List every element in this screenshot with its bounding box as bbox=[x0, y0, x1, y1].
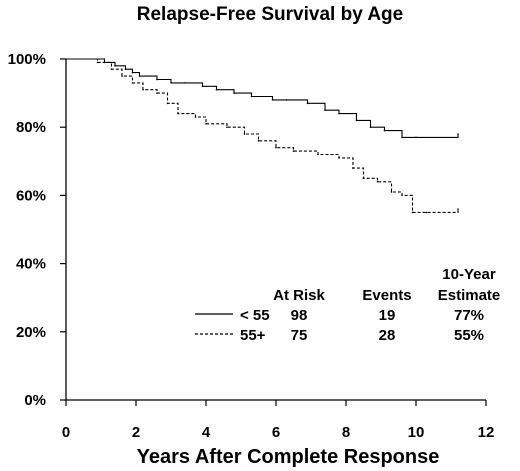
data-point bbox=[411, 211, 414, 214]
data-point bbox=[285, 99, 288, 101]
data-point bbox=[156, 78, 158, 81]
data-point bbox=[415, 136, 417, 139]
x-tick-label: 10 bbox=[408, 424, 425, 441]
data-point bbox=[355, 119, 358, 122]
risk-table: At Risk Events 10-Year Estimate < 55 98 … bbox=[195, 266, 500, 344]
table-row-label: < 55 bbox=[240, 307, 270, 324]
data-point bbox=[233, 92, 235, 94]
data-point bbox=[138, 75, 141, 77]
table-row-label: 55+ bbox=[240, 327, 266, 344]
data-point bbox=[317, 153, 319, 156]
data-point bbox=[124, 68, 127, 71]
data-point bbox=[338, 112, 340, 115]
table-header-10-year: 10-Year bbox=[442, 266, 496, 283]
x-tick-label: 0 bbox=[62, 424, 70, 441]
x-tick-label: 4 bbox=[202, 424, 211, 441]
x-tick-label: 8 bbox=[342, 424, 350, 441]
y-tick-label: 100% bbox=[8, 51, 46, 68]
data-point bbox=[226, 126, 228, 128]
table-cell-estimate: 77% bbox=[454, 307, 484, 324]
data-point bbox=[271, 99, 274, 101]
data-point bbox=[457, 208, 459, 210]
table-header-at-risk: At Risk bbox=[273, 287, 325, 304]
data-point bbox=[131, 71, 134, 74]
data-point bbox=[156, 92, 158, 94]
data-point bbox=[390, 191, 393, 193]
data-point bbox=[324, 109, 326, 111]
y-tick-label: 60% bbox=[16, 187, 46, 204]
data-point bbox=[376, 180, 379, 183]
x-tick-label: 6 bbox=[272, 424, 280, 441]
data-point bbox=[166, 102, 169, 105]
data-point bbox=[243, 133, 246, 135]
data-point bbox=[114, 65, 116, 67]
y-tick-label: 80% bbox=[16, 119, 46, 136]
data-point bbox=[170, 82, 172, 84]
series-line-under-55 bbox=[66, 58, 459, 138]
x-axis-label: Years After Complete Response bbox=[137, 446, 440, 468]
data-point bbox=[194, 116, 197, 118]
data-point bbox=[96, 61, 99, 64]
data-point bbox=[257, 140, 260, 142]
data-point bbox=[184, 82, 186, 84]
data-point bbox=[110, 68, 113, 71]
x-tick-label: 12 bbox=[478, 424, 495, 441]
data-point bbox=[401, 136, 403, 139]
series-line-55-plus bbox=[66, 58, 459, 213]
data-point bbox=[142, 88, 144, 91]
data-point bbox=[362, 177, 365, 180]
table-cell-at-risk: 98 bbox=[291, 307, 308, 324]
data-point bbox=[383, 129, 386, 132]
table-cell-estimate: 55% bbox=[454, 327, 484, 344]
data-point bbox=[425, 211, 428, 214]
data-point bbox=[275, 146, 277, 149]
data-point bbox=[352, 167, 354, 169]
y-tick-label: 20% bbox=[16, 324, 46, 341]
data-point bbox=[205, 122, 207, 125]
data-point bbox=[250, 95, 253, 98]
plot-lines bbox=[66, 58, 459, 214]
table-cell-events: 28 bbox=[379, 327, 396, 344]
data-point bbox=[306, 102, 309, 105]
tick-labels: 0 2 4 6 8 10 12 0% 20% 40% 60% 80% 100% bbox=[8, 51, 495, 441]
data-point bbox=[457, 133, 459, 135]
data-point bbox=[201, 85, 204, 88]
data-point bbox=[121, 75, 123, 77]
data-point bbox=[338, 157, 340, 159]
data-point bbox=[131, 82, 134, 84]
data-point bbox=[369, 126, 372, 128]
data-point bbox=[215, 88, 218, 91]
table-cell-events: 19 bbox=[379, 307, 396, 324]
data-point bbox=[401, 194, 403, 197]
y-tick-label: 0% bbox=[24, 392, 46, 409]
data-point bbox=[292, 150, 295, 152]
data-point bbox=[177, 112, 179, 115]
y-tick-label: 40% bbox=[16, 256, 46, 273]
table-cell-at-risk: 75 bbox=[291, 327, 308, 344]
axes bbox=[60, 58, 487, 406]
table-header-events: Events bbox=[362, 287, 411, 304]
table-header-estimate: Estimate bbox=[438, 287, 501, 304]
chart-title: Relapse-Free Survival by Age bbox=[137, 4, 403, 25]
x-tick-label: 2 bbox=[132, 424, 140, 441]
